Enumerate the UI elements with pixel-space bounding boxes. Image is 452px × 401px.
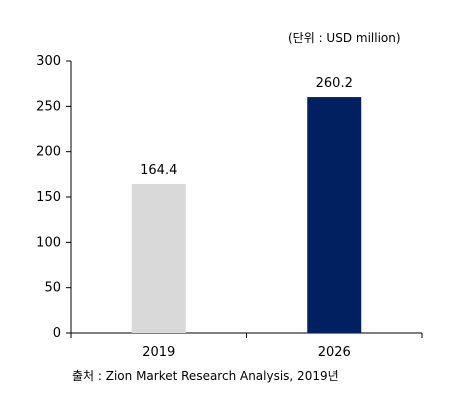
unit-label: (단위 : USD million) <box>288 31 401 45</box>
y-tick-label: 250 <box>36 99 61 114</box>
data-label-2019: 164.4 <box>140 163 177 178</box>
y-tick-label: 100 <box>36 235 61 250</box>
y-tick-label: 200 <box>36 145 61 160</box>
y-tick-label: 0 <box>53 326 61 341</box>
data-label-2026: 260.2 <box>316 76 353 91</box>
source-note: 출처 : Zion Market Research Analysis, 2019… <box>72 369 339 383</box>
y-tick-label: 300 <box>36 54 61 69</box>
x-tick-label-2019: 2019 <box>142 345 175 360</box>
bar-2019 <box>131 183 186 333</box>
x-tick-label-2026: 2026 <box>318 345 351 360</box>
bar-2026 <box>307 97 362 334</box>
y-tick-label: 50 <box>44 281 61 296</box>
y-tick-label: 150 <box>36 190 61 205</box>
